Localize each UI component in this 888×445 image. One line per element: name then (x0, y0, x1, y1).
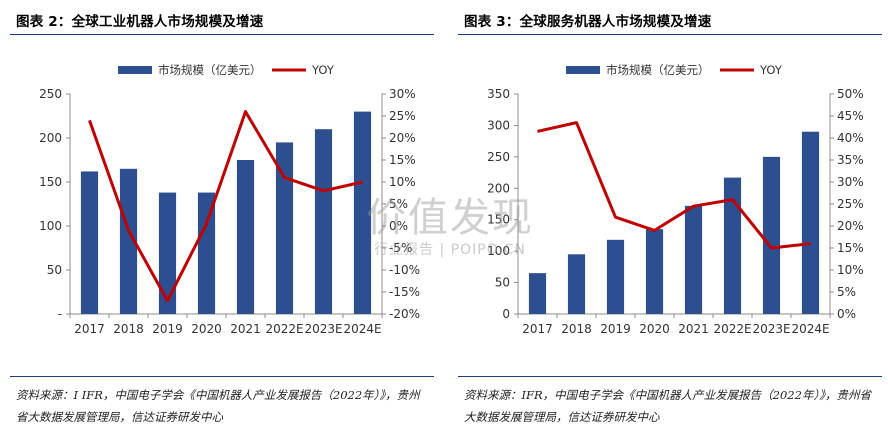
right-tick-label: 5% (389, 197, 408, 211)
bar (606, 239, 625, 314)
legend-bar-swatch (118, 66, 152, 74)
title-divider (10, 34, 434, 35)
left-tick-label: 0 (502, 307, 510, 321)
right-tick-label: 15% (389, 153, 416, 167)
left-tick-label: 50 (495, 276, 510, 290)
x-tick-label: 2023E (304, 322, 342, 336)
right-tick-label: 40% (837, 131, 864, 145)
bar (314, 129, 333, 314)
yoy-line (537, 121, 811, 250)
right-tick-label: -20% (389, 307, 420, 321)
bar (762, 156, 781, 314)
right-tick-label: 25% (389, 109, 416, 123)
legend-bar-label: 市场规模（亿美元） (158, 63, 262, 77)
bar (80, 171, 99, 314)
bar (353, 111, 372, 314)
figure-title: 图表 2：全球工业机器人市场规模及增速 (16, 14, 264, 30)
left-tick-label: 200 (487, 181, 510, 195)
footer-divider (10, 376, 434, 377)
right-tick-label: 15% (837, 241, 864, 255)
x-tick-label: 2019 (152, 322, 183, 336)
x-tick-label: 2024E (791, 322, 829, 336)
right-tick-label: 10% (389, 175, 416, 189)
legend: 市场规模（亿美元） YOY (118, 63, 335, 77)
x-tick-label: 2020 (191, 322, 222, 336)
bar (645, 229, 664, 314)
bar (197, 192, 216, 314)
title-divider (458, 34, 882, 35)
service-robot-chart: 市场规模（亿美元） YOY 0 50 100 150 200 250 300 350 0% 5% 10%… (487, 63, 864, 336)
right-tick-label: 50% (837, 87, 864, 101)
legend-bar-label: 市场规模（亿美元） (606, 63, 710, 77)
left-tick-label: - (58, 307, 62, 321)
right-tick-label: 45% (837, 109, 864, 123)
right-tick-label: 10% (837, 263, 864, 277)
source-note: 资料来源：I IFR，中国电子学会《中国机器人产业发展报告（2022年）》，贵州… (16, 388, 420, 424)
right-tick-label: 30% (389, 87, 416, 101)
left-tick-label: 150 (39, 175, 62, 189)
figure-title: 图表 3：全球服务机器人市场规模及增速 (464, 14, 712, 30)
bar (684, 205, 703, 314)
x-tick-label: 2022E (713, 322, 751, 336)
x-tick-label: 2019 (600, 322, 631, 336)
x-tick-label: 2018 (561, 322, 592, 336)
left-tick-label: 250 (487, 150, 510, 164)
legend-line-label: YOY (759, 63, 783, 77)
chart-panel-service: 图表 3：全球服务机器人市场规模及增速 市场规模（亿美元） YOY 0 50 100 15… (458, 0, 888, 445)
right-tick-label: 20% (837, 219, 864, 233)
right-tick-label: 25% (837, 197, 864, 211)
left-tick-label: 100 (39, 219, 62, 233)
right-tick-label: -5% (389, 241, 412, 255)
left-tick-label: 50 (47, 263, 62, 277)
chart-panel-industrial: 图表 2：全球工业机器人市场规模及增速 市场规模（亿美元） YOY - 50 100 15… (10, 0, 440, 445)
bar (528, 273, 547, 314)
bar (236, 160, 255, 314)
legend-line-label: YOY (311, 63, 335, 77)
x-tick-label: 2020 (639, 322, 670, 336)
right-tick-label: -10% (389, 263, 420, 277)
legend-bar-swatch (566, 66, 600, 74)
bar (723, 177, 742, 314)
legend: 市场规模（亿美元） YOY (566, 63, 783, 77)
x-tick-label: 2024E (343, 322, 381, 336)
footer-divider (458, 376, 882, 377)
left-tick-label: 350 (487, 87, 510, 101)
bar (275, 142, 294, 314)
bar (158, 192, 177, 314)
right-tick-label: 0% (389, 219, 408, 233)
left-tick-label: 300 (487, 118, 510, 132)
industrial-robot-chart: 市场规模（亿美元） YOY - 50 100 150 200 250 -20% -15% -10% -… (39, 63, 420, 336)
bar (119, 168, 138, 314)
left-tick-label: 200 (39, 131, 62, 145)
x-tick-label: 2021 (678, 322, 709, 336)
right-tick-label: -15% (389, 285, 420, 299)
bar (567, 254, 586, 314)
left-tick-label: 150 (487, 213, 510, 227)
right-tick-label: 0% (837, 307, 856, 321)
right-tick-label: 30% (837, 175, 864, 189)
right-tick-label: 5% (837, 285, 856, 299)
right-tick-label: 35% (837, 153, 864, 167)
bar (801, 131, 820, 314)
left-tick-label: 250 (39, 87, 62, 101)
right-tick-label: 20% (389, 131, 416, 145)
x-tick-label: 2018 (113, 322, 144, 336)
source-note: 资料来源：IFR，中国电子学会《中国机器人产业发展报告（2022年）》，贵州省大… (464, 388, 871, 424)
x-tick-label: 2023E (752, 322, 790, 336)
x-tick-label: 2021 (230, 322, 261, 336)
x-tick-label: 2017 (522, 322, 553, 336)
x-tick-label: 2022E (265, 322, 303, 336)
x-tick-label: 2017 (74, 322, 105, 336)
left-tick-label: 100 (487, 244, 510, 258)
yoy-line (88, 110, 363, 303)
